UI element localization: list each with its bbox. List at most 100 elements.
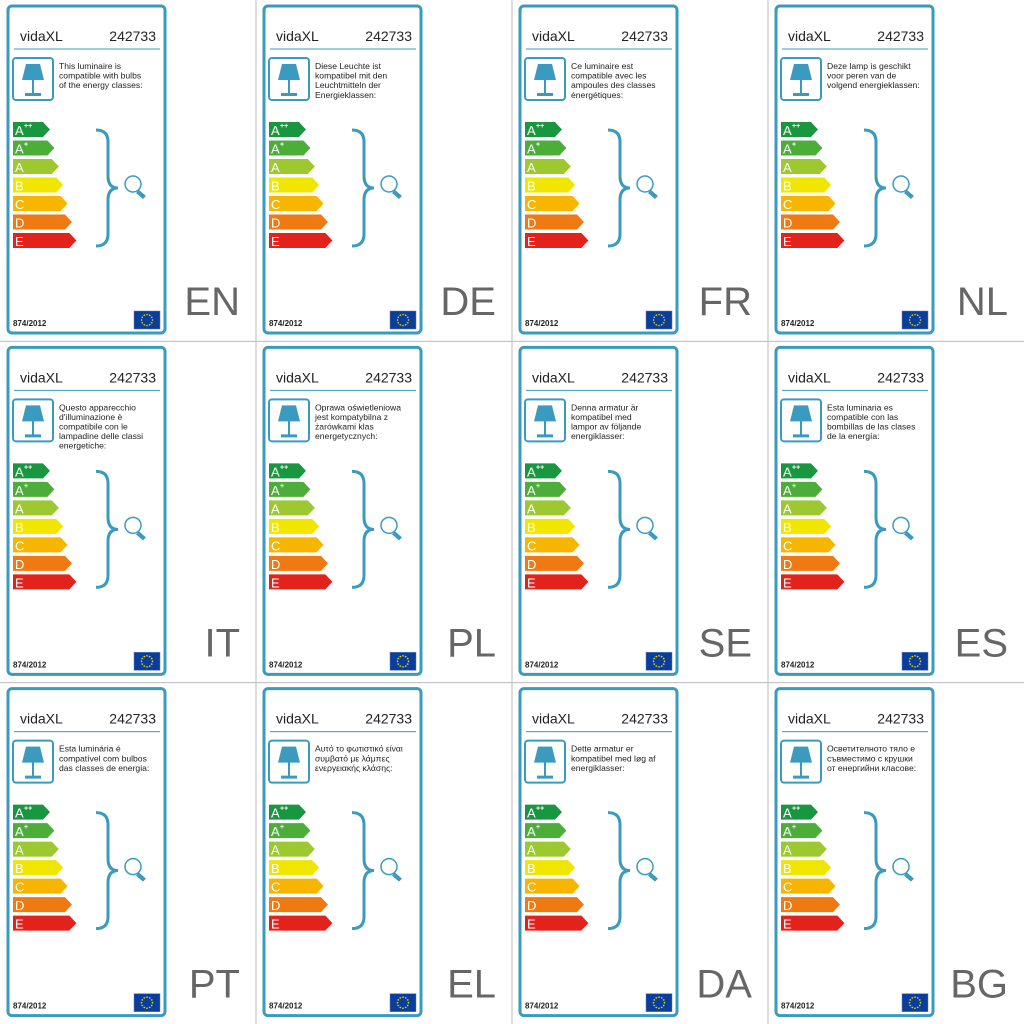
eu-star <box>655 997 658 999</box>
eu-star <box>663 1001 666 1004</box>
energy-class-arrow <box>13 463 50 479</box>
bulb-glass <box>124 175 142 193</box>
energy-label: vidaXL 242733 This luminaire iscompatible … <box>6 4 240 335</box>
eu-star <box>402 1007 404 1009</box>
bulb-base <box>136 531 146 541</box>
energy-class-sup: + <box>536 824 540 831</box>
energy-class-letter: A <box>783 464 792 479</box>
energy-class-arrow <box>525 463 562 479</box>
brand: vidaXL <box>788 369 831 385</box>
eu-star <box>916 323 919 326</box>
bulb <box>636 516 658 541</box>
energy-class-arrow <box>781 555 840 571</box>
description-line: от енергийни класове: <box>827 763 916 773</box>
energy-class-arrow <box>13 823 55 839</box>
energy-class-letter: C <box>783 538 792 553</box>
energy-class-letter: C <box>527 197 536 212</box>
eu-star <box>655 323 658 326</box>
energy-class-arrow <box>781 574 845 590</box>
energy-class-arrow <box>269 823 311 839</box>
eu-star <box>397 663 400 665</box>
energy-class-letter: E <box>271 917 280 932</box>
eu-star <box>150 999 153 1001</box>
energy-class-letter: B <box>527 520 536 535</box>
eu-star <box>655 314 658 317</box>
energy-class-letter: D <box>271 898 280 913</box>
language-code: EL <box>447 963 496 1007</box>
energy-label: vidaXL 242733 Questo apparecchiod'illumina… <box>6 345 240 676</box>
eu-star <box>143 323 146 326</box>
energy-class-letter: D <box>527 898 536 913</box>
eu-star <box>399 655 402 658</box>
brace <box>95 128 119 248</box>
description-line: energetiche: <box>59 441 106 451</box>
energy-class-letter: A <box>783 483 792 498</box>
language-code: IT <box>204 621 240 665</box>
eu-star <box>150 316 153 319</box>
energy-class-arrow <box>781 878 836 894</box>
eu-star <box>148 1006 151 1009</box>
eu-star <box>653 316 656 319</box>
product-code: 242733 <box>877 369 924 385</box>
eu-star <box>914 324 916 327</box>
energy-class-letter: B <box>271 520 280 535</box>
bulb-glass <box>124 516 142 535</box>
energy-class-arrow <box>13 860 64 876</box>
energy-class-letter: A <box>271 843 280 858</box>
energy-class-sup: + <box>24 483 28 490</box>
energy-class-letter: D <box>15 557 24 572</box>
energy-class-arrow <box>13 196 68 211</box>
description-line: συμβατό με λάμπες <box>315 753 390 763</box>
eu-flag <box>901 993 929 1012</box>
energy-class-arrow <box>13 214 72 230</box>
eu-star <box>399 1006 402 1009</box>
eu-star <box>653 321 656 324</box>
energy-class-letter: E <box>271 234 280 249</box>
energy-class-arrow <box>525 555 584 571</box>
energy-class-arrow <box>269 500 315 516</box>
eu-star <box>914 1007 916 1009</box>
energy-class-letter: A <box>15 806 24 821</box>
eu-star <box>402 996 404 998</box>
energy-class-arrow <box>781 196 836 211</box>
eu-flag <box>133 652 161 671</box>
bulb-glass <box>892 516 910 535</box>
eu-star <box>911 655 914 658</box>
energy-class-arrow <box>269 804 306 820</box>
eu-star <box>407 1001 410 1004</box>
bulb <box>380 516 402 541</box>
eu-flag <box>389 310 417 330</box>
energy-class-letter: A <box>271 142 280 157</box>
description-line: Esta luminaria es <box>827 402 893 412</box>
description-line: kompatibel med løg af <box>571 753 656 763</box>
energy-class-letter: A <box>783 806 792 821</box>
description-line: Questo apparecchio <box>59 402 136 412</box>
eu-star <box>140 319 143 321</box>
bulb-glass <box>636 175 654 193</box>
energy-class-sup: ++ <box>536 123 544 130</box>
eu-star <box>918 321 921 324</box>
eu-star <box>919 319 922 321</box>
lamp-icon <box>790 405 812 438</box>
energy-class-sup: ++ <box>280 464 288 471</box>
lamp-icon <box>534 746 556 779</box>
eu-star <box>407 660 410 663</box>
eu-star <box>396 319 399 321</box>
eu-flag <box>645 993 673 1012</box>
language-code: FR <box>699 280 752 324</box>
description-line: This luminaire is <box>59 61 121 71</box>
energy-class-arrow <box>269 897 328 913</box>
energy-class-arrow <box>269 537 324 553</box>
energy-class-letter: A <box>527 160 536 175</box>
eu-star <box>909 1004 912 1007</box>
energy-class-letter: E <box>15 917 24 932</box>
eu-star <box>914 996 916 998</box>
energy-class-arrow <box>781 915 845 931</box>
eu-star <box>396 660 399 663</box>
brace <box>351 128 375 248</box>
energy-class-letter: A <box>783 501 792 516</box>
bulb-base <box>904 872 914 882</box>
eu-star <box>151 319 154 321</box>
energy-class-arrow <box>781 841 827 857</box>
eu-star <box>663 319 666 321</box>
